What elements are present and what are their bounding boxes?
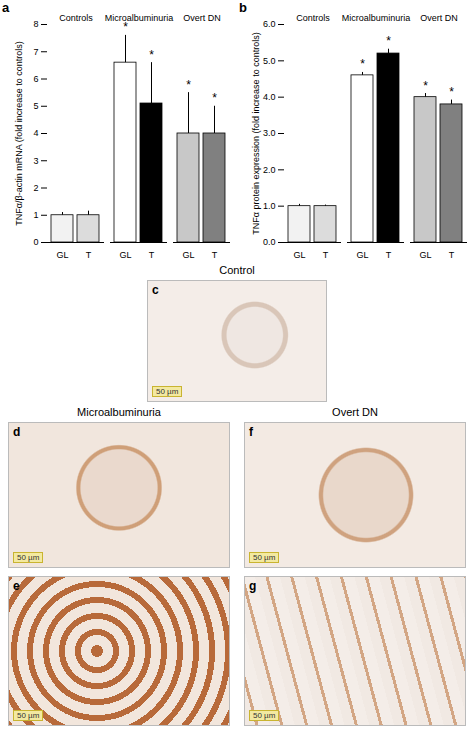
svg-text:Microalbuminuria: Microalbuminuria: [105, 13, 174, 23]
svg-text:*: *: [360, 57, 365, 71]
svg-text:TNFα/β-actin mRNA (fold increa: TNFα/β-actin mRNA (fold increase to cont…: [14, 41, 24, 225]
svg-text:3: 3: [33, 156, 38, 166]
svg-text:*: *: [449, 85, 454, 99]
html-text:b: b: [239, 0, 247, 15]
html-text:50 µm: 50 µm: [253, 553, 276, 562]
html-text:a: a: [2, 0, 10, 15]
html-text:Control: Control: [219, 264, 255, 276]
svg-text:GL: GL: [119, 250, 131, 260]
html-text:Overt DN: Overt DN: [332, 406, 378, 418]
svg-text:T: T: [449, 250, 455, 260]
svg-text:*: *: [149, 48, 154, 62]
svg-text:1: 1: [33, 210, 38, 220]
svg-text:*: *: [123, 20, 128, 34]
svg-text:GL: GL: [182, 250, 194, 260]
html-text:c: c: [152, 283, 159, 297]
svg-text:GL: GL: [56, 250, 68, 260]
svg-text:2: 2: [33, 183, 38, 193]
svg-text:GL: GL: [293, 250, 305, 260]
svg-text:0: 0: [33, 237, 38, 247]
svg-text:T: T: [323, 250, 329, 260]
svg-text:Microalbuminuria: Microalbuminuria: [342, 13, 411, 23]
svg-text:2.0: 2.0: [263, 165, 276, 175]
svg-text:4.0: 4.0: [263, 92, 276, 102]
svg-text:3.0: 3.0: [263, 128, 276, 138]
html-text:g: g: [249, 579, 257, 593]
html-text:50 µm: 50 µm: [253, 711, 276, 720]
svg-text:Overt DN: Overt DN: [183, 13, 221, 23]
svg-text:6: 6: [33, 74, 38, 84]
svg-text:Controls: Controls: [296, 13, 330, 23]
svg-text:7: 7: [33, 47, 38, 57]
svg-text:*: *: [386, 34, 391, 48]
svg-text:T: T: [212, 250, 218, 260]
html-text:e: e: [13, 579, 20, 593]
html-text:50 µm: 50 µm: [17, 711, 40, 720]
svg-text:GL: GL: [419, 250, 431, 260]
svg-text:Overt DN: Overt DN: [420, 13, 458, 23]
html-text:d: d: [13, 425, 21, 439]
svg-text:1.0: 1.0: [263, 201, 276, 211]
svg-text:T: T: [149, 250, 155, 260]
svg-text:T: T: [86, 250, 92, 260]
html-text:f: f: [249, 425, 253, 439]
svg-text:TNFα protein expression (fold: TNFα protein expression (fold increase t…: [251, 32, 261, 234]
svg-text:T: T: [386, 250, 392, 260]
svg-text:0.0: 0.0: [263, 237, 276, 247]
svg-text:GL: GL: [356, 250, 368, 260]
svg-text:Controls: Controls: [59, 13, 93, 23]
html-text:50 µm: 50 µm: [17, 553, 40, 562]
svg-text:6.0: 6.0: [263, 19, 276, 29]
svg-text:5.0: 5.0: [263, 56, 276, 66]
svg-text:4: 4: [33, 128, 38, 138]
svg-text:*: *: [423, 79, 428, 93]
html-text:50 µm: 50 µm: [156, 387, 179, 396]
html-text:Microalbuminuria: Microalbuminuria: [77, 406, 161, 418]
svg-text:5: 5: [33, 101, 38, 111]
svg-text:*: *: [186, 78, 191, 92]
svg-text:8: 8: [33, 19, 38, 29]
svg-text:*: *: [212, 91, 217, 105]
